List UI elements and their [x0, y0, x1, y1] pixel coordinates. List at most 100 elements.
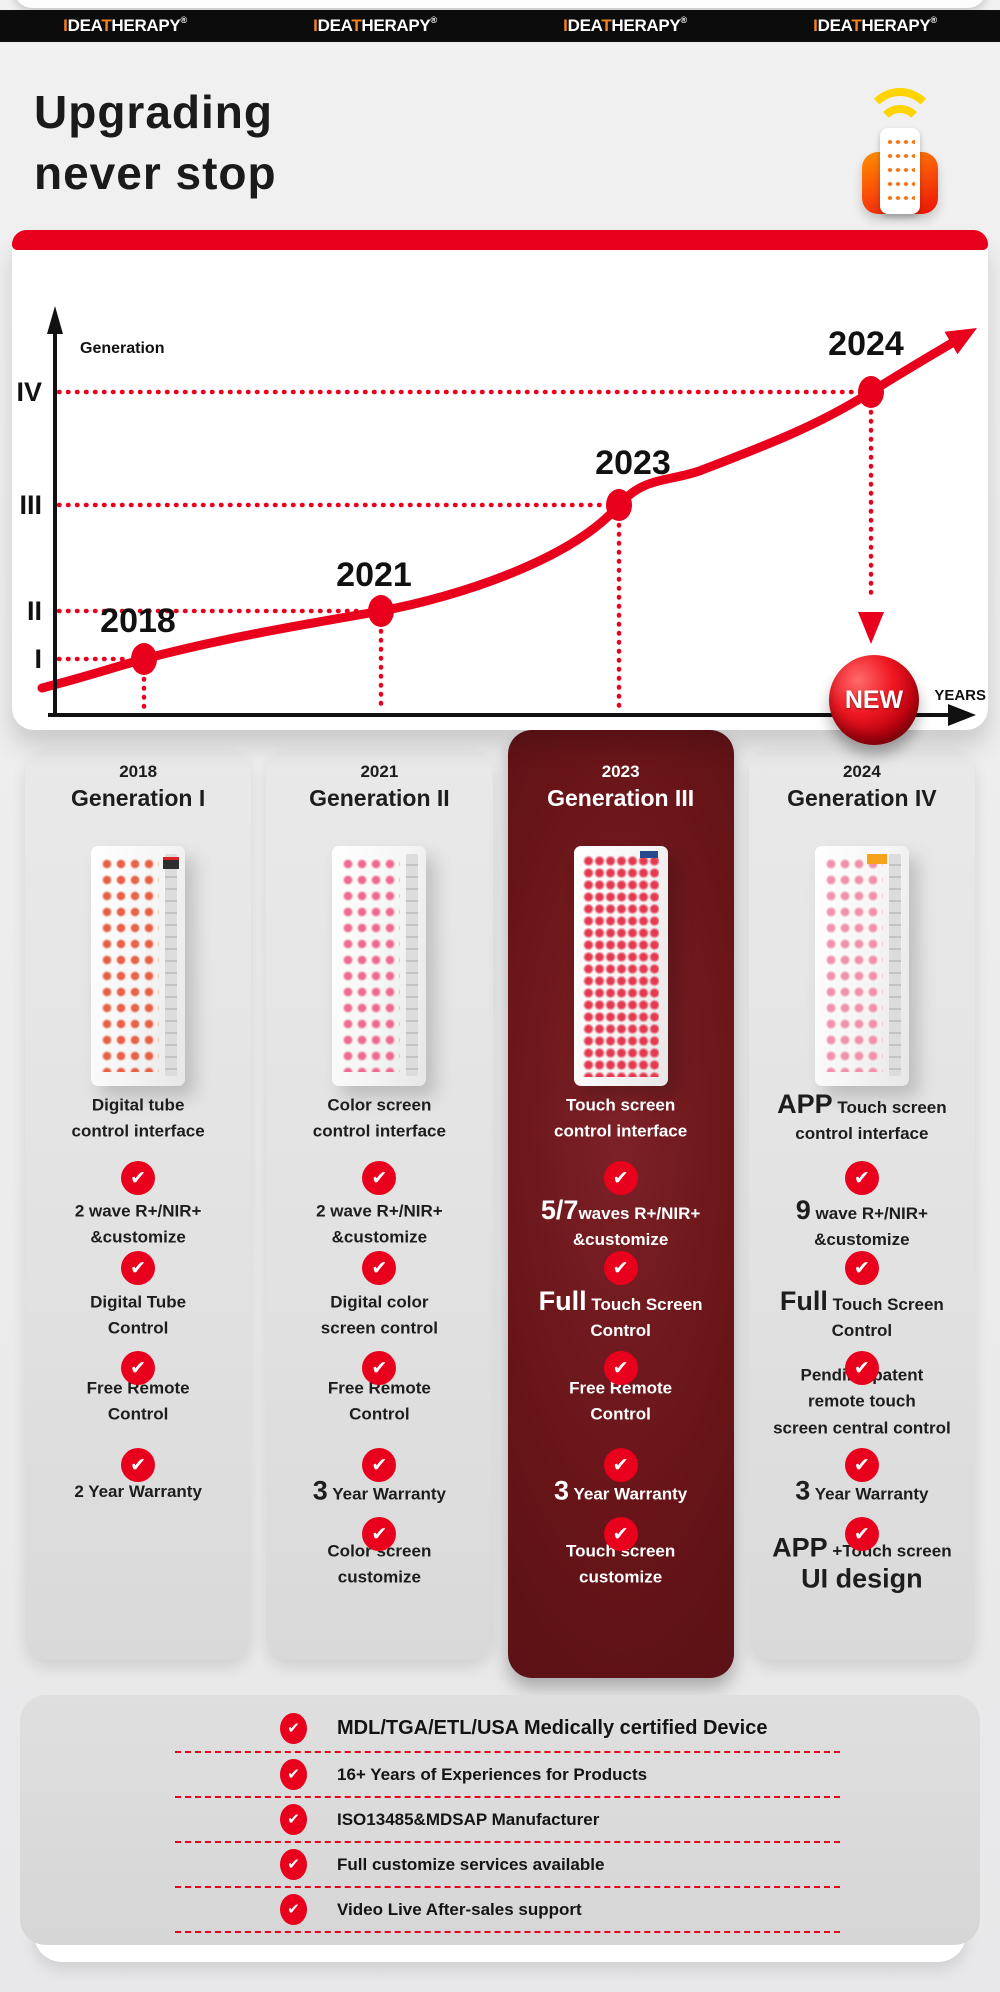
feature-text: 9 wave R+/NIR+ &customize: [749, 1195, 975, 1254]
feature-text: Pending patent remote touch screen centr…: [749, 1362, 975, 1441]
cert-item: ✔ Full customize services available: [20, 1843, 980, 1886]
remote-control-icon: [848, 88, 952, 220]
tick-label-III: III: [19, 490, 42, 520]
feature-body-text: Touch Screen Control: [831, 1295, 944, 1341]
feature-text: Full Touch Screen Control: [508, 1286, 734, 1345]
feature-text: APP Touch screen control interface: [749, 1089, 975, 1148]
check-icon: ✔: [362, 1517, 397, 1551]
remote-body-icon: [880, 128, 920, 214]
tick-label-I: I: [34, 644, 42, 674]
brand-logo: IDEATHERAPY®: [813, 15, 937, 36]
registered-mark: ®: [680, 15, 687, 25]
feature-text: 3 Year Warranty: [749, 1475, 975, 1507]
column-year: 2021: [360, 762, 399, 781]
y-axis-title: Generation: [80, 340, 164, 357]
new-badge: NEW: [829, 655, 919, 745]
wifi-icon: [863, 88, 937, 162]
feature-big-text: APP: [777, 1089, 833, 1120]
product-image-gen4: [814, 846, 909, 1086]
check-icon: ✔: [280, 1712, 307, 1744]
feature-body-text: wave R+/NIR+ &customize: [814, 1204, 928, 1250]
feature-body-text: Touch Screen Control: [590, 1295, 703, 1341]
feature-body-text: +Touch screen: [827, 1541, 952, 1561]
feature-text: Touch screen control interface: [508, 1093, 734, 1146]
x-axis-title: YEARS: [934, 687, 986, 704]
brand-logo: IDEATHERAPY®: [313, 15, 437, 36]
feature-body-text: Digital Tube Control: [90, 1292, 187, 1338]
cert-separator: [175, 1931, 840, 1933]
generation-column-2023: 2023 Generation III Touch screen control i…: [507, 730, 734, 1678]
feature-text: 2 wave R+/NIR+ &customize: [25, 1199, 251, 1252]
feature-big-text: 3: [554, 1475, 570, 1506]
cert-item: ✔ ISO13485&MDSAP Manufacturer: [20, 1798, 980, 1841]
check-icon: ✔: [121, 1448, 156, 1482]
feature-text: 3 Year Warranty: [508, 1475, 734, 1507]
feature-big-text: UI design: [801, 1564, 923, 1594]
check-icon: ✔: [603, 1517, 638, 1551]
cert-separator: [175, 1751, 840, 1753]
generation-column-2021: 2021 Generation II Color screen control in…: [266, 748, 493, 1660]
column-title: Generation II: [309, 785, 450, 811]
header-bar: IDEATHERAPY® IDEATHERAPY® IDEATHERAPY® I…: [0, 10, 1000, 42]
feature-body-text: Color screen control interface: [312, 1095, 446, 1141]
year-label-2023: 2023: [595, 444, 671, 482]
previous-card-edge: [14, 0, 986, 8]
generation-column-2024: 2024 Generation IV APP Touch screen contro…: [748, 748, 975, 1660]
feature-big-text: 9: [795, 1195, 811, 1226]
feature-body-text: waves R+/NIR+ &customize: [572, 1204, 701, 1250]
registered-mark: ®: [930, 15, 937, 25]
chart-red-header: [12, 230, 988, 250]
check-icon: ✔: [280, 1804, 307, 1835]
cert-item: ✔ MDL/TGA/ETL/USA Medically certified Dev…: [20, 1705, 980, 1751]
cert-separator: [175, 1841, 840, 1843]
feature-body-text: 2 Year Warranty: [74, 1481, 202, 1501]
check-icon: ✔: [121, 1351, 156, 1385]
feature-text: Digital tube control interface: [25, 1093, 251, 1146]
feature-text: APP +Touch screen UI design: [749, 1533, 975, 1597]
data-point-2021: [368, 595, 394, 627]
product-image-gen1: [91, 846, 186, 1086]
check-icon: ✔: [362, 1161, 397, 1195]
cert-item-label: ISO13485&MDSAP Manufacturer: [337, 1809, 600, 1829]
year-label-2018: 2018: [100, 602, 176, 640]
check-icon: ✔: [844, 1161, 879, 1195]
check-icon: ✔: [603, 1448, 638, 1482]
product-image-gen3: [573, 846, 668, 1086]
check-icon: ✔: [844, 1351, 879, 1385]
cert-item-label: Full customize services available: [337, 1854, 605, 1874]
check-icon: ✔: [844, 1251, 879, 1285]
product-display-chip: [866, 854, 887, 864]
generation-column-2018: 2018 Generation I Digital tube control int…: [25, 748, 252, 1660]
registered-mark: ®: [430, 15, 437, 25]
cert-item: ✔ Video Live After-sales support: [20, 1888, 980, 1931]
feature-text: 3 Year Warranty: [266, 1475, 492, 1507]
feature-big-text: 5/7: [540, 1195, 579, 1226]
check-icon: ✔: [603, 1251, 638, 1285]
feature-body-text: Digital color screen control: [320, 1292, 438, 1338]
product-image-gen2: [332, 846, 427, 1086]
wifi-icon: [876, 105, 924, 153]
cert-item: ✔ 16+ Years of Experiences for Products: [20, 1753, 980, 1796]
feature-text: Color screen control interface: [266, 1093, 492, 1146]
feature-body-text: Touch screen customize: [565, 1541, 676, 1587]
feature-big-text: Full: [779, 1286, 828, 1317]
y-axis: [47, 306, 63, 717]
feature-text: Full Touch Screen Control: [749, 1286, 975, 1345]
year-label-2024: 2024: [828, 325, 904, 363]
page-title: Upgrading never stop: [34, 82, 277, 204]
page-title-line2: never stop: [34, 147, 277, 199]
brand-logo: IDEATHERAPY®: [563, 15, 687, 36]
feature-body-text: Year Warranty: [327, 1484, 446, 1504]
cert-item-label: MDL/TGA/ETL/USA Medically certified Devi…: [337, 1716, 768, 1739]
check-icon: ✔: [362, 1351, 397, 1385]
cert-item-label: Video Live After-sales support: [337, 1899, 582, 1919]
feature-body-text: Pending patent remote touch screen centr…: [773, 1365, 951, 1438]
year-label-2021: 2021: [336, 556, 412, 594]
year-labels: 2018 2021 2023 2024: [100, 325, 904, 640]
check-icon: ✔: [362, 1251, 397, 1285]
cert-item-label: 16+ Years of Experiences for Products: [337, 1764, 648, 1784]
feature-big-text: Full: [538, 1286, 587, 1317]
check-icon: ✔: [844, 1517, 879, 1551]
column-title: Generation III: [547, 785, 695, 811]
